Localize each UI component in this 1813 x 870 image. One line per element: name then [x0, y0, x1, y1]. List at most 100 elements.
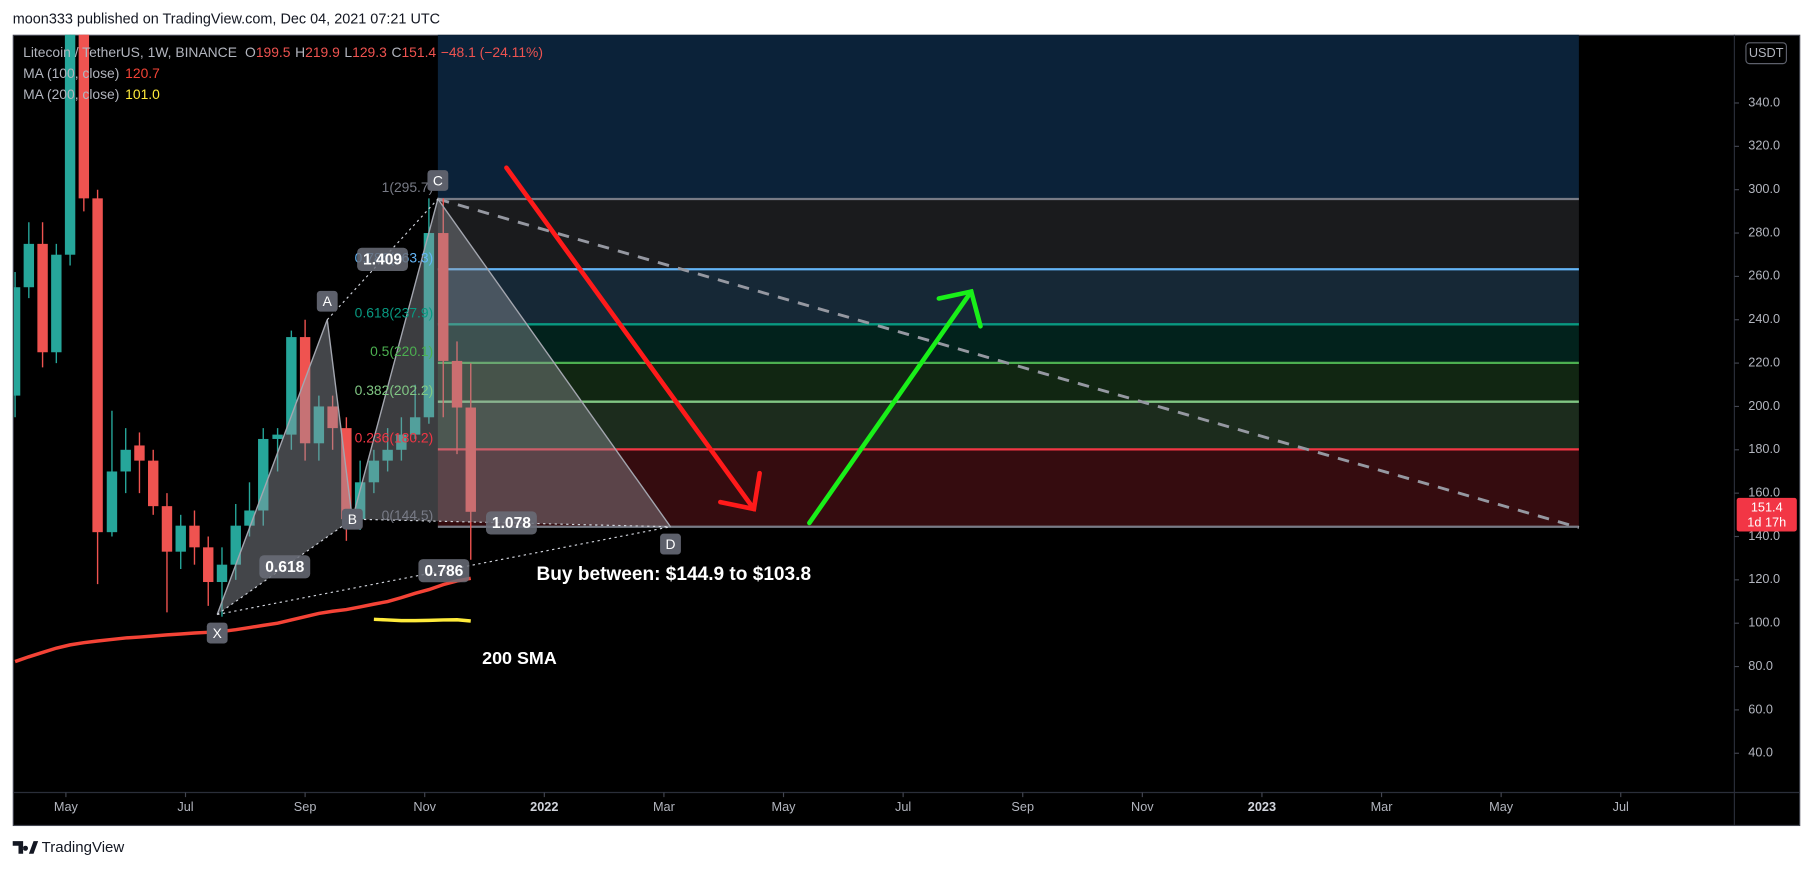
point-box: [341, 508, 363, 530]
arrows: [504, 165, 983, 526]
fib-label: 0.236(180.2): [355, 430, 434, 446]
candle-body: [134, 445, 145, 461]
y-tick-label: 240.0: [1748, 311, 1780, 326]
y-tick-label: 340.0: [1748, 94, 1780, 109]
ratio-line: [352, 518, 671, 528]
change: −48.1 (−24.11%): [441, 44, 543, 60]
currency: USDT: [1749, 45, 1784, 60]
fib-label: 0.5(220.1): [370, 343, 433, 359]
x-tick-label: Jul: [177, 799, 193, 814]
y-tick-label: 300.0: [1748, 181, 1780, 196]
candles: [13, 34, 476, 617]
fib-zone: [437, 449, 1579, 527]
y-tick-label: 260.0: [1748, 268, 1780, 283]
candle-body: [78, 34, 90, 199]
candle-body: [92, 198, 103, 533]
ratio-label: 1.078: [492, 515, 531, 532]
candle-body: [203, 547, 214, 583]
ohlc-key: C: [391, 44, 401, 60]
candle-body: [13, 287, 21, 396]
candle-body: [106, 471, 118, 533]
x-tick-label: Mar: [653, 799, 676, 814]
currency-box: [1745, 42, 1787, 65]
x-tick-label: Nov: [1131, 799, 1154, 814]
ma-line: [14, 576, 472, 664]
x-tick-label: Sep: [294, 799, 317, 814]
fib-zone: [437, 401, 1579, 450]
legend-item: MA (200, close) 101.0: [23, 86, 160, 102]
x-tick-label: Mar: [1371, 799, 1394, 814]
candle-body: [120, 449, 131, 472]
candle-body: [313, 406, 325, 444]
symbol: Litecoin / TetherUS, 1W, BINANCE: [23, 44, 237, 60]
ratio-box: [485, 511, 537, 535]
fib-label: 0(144.5): [382, 507, 434, 523]
fib-label: 1(295.7): [382, 179, 434, 195]
candle-body: [396, 434, 407, 450]
ratio-box: [418, 559, 470, 583]
legend: Litecoin / TetherUS, 1W, BINANCE O199.5 H2…: [23, 44, 543, 102]
last-price-box: [1736, 497, 1797, 532]
legend-value: 101.0: [125, 86, 160, 102]
candle-body: [148, 460, 159, 507]
sma-note: 200 SMA: [482, 648, 557, 668]
candle-body: [216, 564, 228, 583]
y-tick-label: 200.0: [1748, 398, 1780, 413]
point-box: [316, 290, 338, 312]
fib-label: 0.382(202.2): [355, 382, 434, 398]
pattern-triangle: [217, 319, 353, 615]
y-tick-label: 120.0: [1748, 571, 1780, 586]
y-tick-label: 160.0: [1748, 485, 1780, 500]
y-tick-label: 100.0: [1748, 615, 1780, 630]
fib-background: [437, 34, 1579, 527]
ratio-box: [357, 247, 408, 271]
candle-body: [175, 525, 186, 552]
down-arrow-head: [718, 470, 762, 512]
x-tick-label: May: [772, 799, 797, 814]
brand-logo: [12, 841, 39, 854]
pattern-triangle: [352, 199, 671, 527]
candle-body: [258, 438, 269, 511]
fib-zone: [437, 362, 1579, 402]
fib-label: 0.618(237.9): [355, 305, 434, 321]
candle-body: [438, 233, 449, 361]
legend-value: 120.7: [125, 65, 160, 81]
ma-line: [373, 617, 471, 623]
candle-body: [161, 506, 173, 552]
ohlc-value: 219.9: [305, 44, 340, 60]
ohlc-value: 199.5: [256, 44, 291, 60]
candle-body: [451, 360, 463, 408]
candle-body: [272, 434, 283, 439]
y-tick-label: 320.0: [1748, 138, 1780, 153]
point-label: A: [323, 293, 333, 309]
candle-body: [409, 417, 421, 435]
legend-name: MA (100, close): [23, 65, 119, 81]
y-tick-label: 80.0: [1748, 658, 1773, 673]
candle-body: [23, 243, 35, 288]
x-tick-label: May: [54, 799, 79, 814]
candle-body: [286, 337, 297, 435]
ohlc-key: O: [245, 44, 256, 60]
ratio-label: 0.786: [424, 563, 463, 580]
x-tick-label: Jul: [1613, 799, 1629, 814]
publish-line: moon333 published on TradingView.com, De…: [13, 11, 440, 27]
brand-name: TradingView: [42, 839, 125, 856]
candle-body: [423, 233, 435, 418]
x-tick-label: May: [1489, 799, 1514, 814]
down-arrow: [504, 165, 757, 512]
ohlc-key: L: [344, 44, 352, 60]
ratio-box: [259, 555, 311, 579]
y-tick-label: 280.0: [1748, 224, 1780, 239]
point-label: B: [348, 511, 357, 527]
legend-name: MA (200, close): [23, 86, 119, 102]
fib-zone: [437, 324, 1579, 363]
x-tick-label: Sep: [1011, 799, 1034, 814]
trend-line-layer: [437, 197, 1580, 530]
candle-body: [244, 510, 255, 526]
candle-body: [37, 243, 48, 353]
up-arrow-head: [936, 288, 983, 329]
candle-body: [354, 482, 366, 520]
drawing-labels: 1(295.7)0.786(263.3)0.618(237.9)0.5(220.…: [206, 170, 681, 644]
candle-body: [465, 407, 476, 512]
